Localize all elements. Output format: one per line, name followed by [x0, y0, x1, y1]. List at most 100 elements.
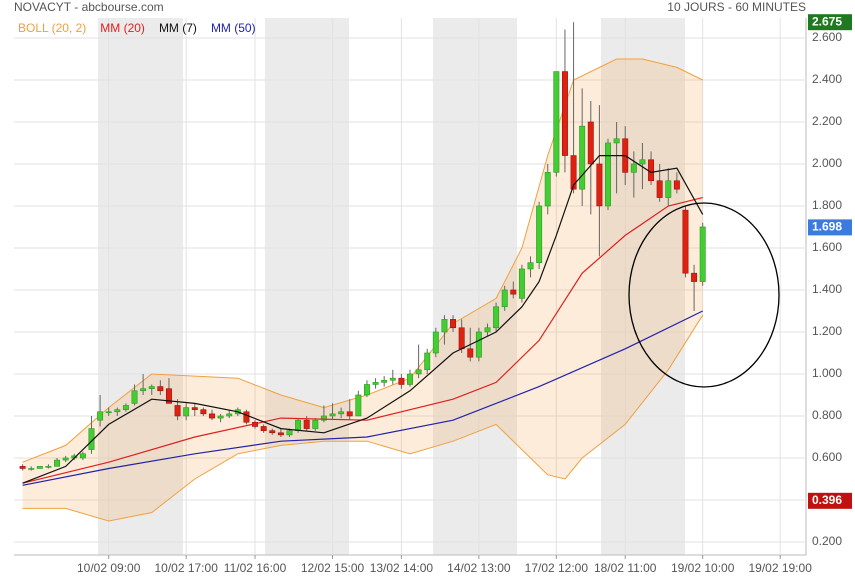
candle-body	[277, 432, 284, 436]
candle-body	[536, 205, 543, 263]
y-tick-label: 2.200	[812, 114, 842, 128]
candle-body	[329, 413, 336, 417]
price-tag	[808, 492, 852, 509]
price-tag	[808, 219, 852, 236]
candle-body	[355, 394, 362, 417]
legend-entry: MM (20)	[100, 21, 145, 35]
price-tag-label: 1.698	[812, 220, 842, 234]
x-tick-label: 11/02 16:00	[224, 561, 287, 575]
y-tick-label: 2.000	[812, 156, 842, 170]
candle-body	[648, 159, 655, 182]
candle-body	[561, 71, 568, 156]
candle-body	[570, 155, 577, 190]
candle-body	[527, 262, 534, 270]
x-tick-label: 19/02 19:00	[748, 561, 812, 575]
y-tick-label: 1.600	[812, 240, 842, 254]
y-tick-label: 1.400	[812, 282, 842, 296]
chart-title: NOVACYT - abcbourse.com	[14, 0, 164, 14]
x-tick-label: 13/02 14:00	[370, 561, 434, 575]
candle-body	[691, 272, 698, 282]
candle-body	[450, 319, 457, 329]
y-tick-label: 1.200	[812, 324, 842, 338]
candle-body	[596, 163, 603, 207]
candle-body	[398, 377, 405, 385]
day-shading	[98, 18, 685, 555]
candle-body	[45, 466, 52, 468]
price-tag-label: 2.675	[812, 14, 842, 28]
candle-body	[157, 386, 164, 392]
candle-body	[260, 426, 267, 431]
shade	[98, 18, 183, 555]
candle-body	[303, 419, 310, 429]
candle-body	[475, 331, 482, 358]
candle-body	[105, 411, 112, 414]
candle-body	[363, 384, 370, 396]
y-tick-label: 2.600	[812, 30, 842, 44]
candle-body	[432, 331, 439, 354]
candle-body	[639, 159, 646, 165]
candle-body	[389, 377, 396, 381]
candle-body	[630, 163, 637, 173]
candle-body	[148, 386, 155, 389]
y-tick-label: 0.200	[812, 534, 842, 548]
price-tag	[808, 14, 852, 31]
candle-body	[36, 466, 43, 469]
boll-lower	[22, 314, 704, 522]
candle-body	[114, 409, 121, 413]
candle-body	[424, 352, 431, 371]
candle-body	[518, 268, 525, 299]
y-tick-label: 0.600	[812, 450, 842, 464]
candle-body	[97, 411, 104, 421]
candle-body	[467, 348, 474, 358]
y-tick-label: 1.000	[812, 366, 842, 380]
candle-body	[372, 382, 379, 385]
candle-body	[484, 327, 491, 333]
candle-body	[501, 289, 508, 308]
candle-body	[699, 226, 706, 282]
candle-body	[165, 388, 172, 404]
candle-body	[122, 405, 129, 410]
candle-body	[191, 407, 198, 410]
candle-body	[613, 138, 620, 144]
candle-body	[183, 407, 190, 417]
candle-body	[682, 209, 689, 274]
legend-entry: BOLL (20, 2)	[18, 21, 86, 35]
candle-body	[338, 411, 345, 415]
candle-body	[587, 121, 594, 165]
candle-body	[217, 415, 224, 419]
x-tick-label: 10/02 09:00	[77, 561, 141, 575]
chart-subtitle: 10 JOURS - 60 MINUTES	[667, 0, 806, 14]
legend-entry: MM (7)	[159, 21, 197, 35]
candle-body	[544, 172, 551, 207]
x-tick-label: 14/02 13:00	[447, 561, 511, 575]
legend: BOLL (20, 2) MM (20) MM (7) MM (50)	[18, 21, 256, 35]
candle-body	[579, 125, 586, 190]
candle-body	[28, 468, 35, 470]
shade	[265, 18, 349, 555]
candle-body	[458, 327, 465, 350]
price-tag-label: 0.396	[812, 493, 842, 507]
candle-body	[286, 430, 293, 436]
candle-body	[62, 457, 69, 461]
y-tick-label: 1.800	[812, 198, 842, 212]
candle-body	[295, 419, 302, 431]
y-tick-label: 2.400	[812, 72, 842, 86]
x-tick-label: 10/02 17:00	[154, 561, 218, 575]
candle-body	[226, 413, 233, 417]
candle-body	[54, 459, 61, 467]
candle-body	[79, 453, 86, 459]
candle-body	[381, 379, 388, 383]
candle-body	[312, 419, 319, 429]
candle-body	[140, 388, 147, 392]
candle-body	[673, 180, 680, 190]
candle-body	[605, 142, 611, 207]
candle-body	[320, 415, 327, 421]
ma-line	[22, 310, 703, 486]
legend-entry: MM (50)	[211, 21, 256, 35]
plot	[14, 18, 806, 555]
x-tick-label: 18/02 11:00	[594, 561, 657, 575]
candle-body	[200, 409, 207, 415]
candle-body	[656, 180, 663, 198]
y-tick-label: 0.800	[812, 408, 842, 422]
